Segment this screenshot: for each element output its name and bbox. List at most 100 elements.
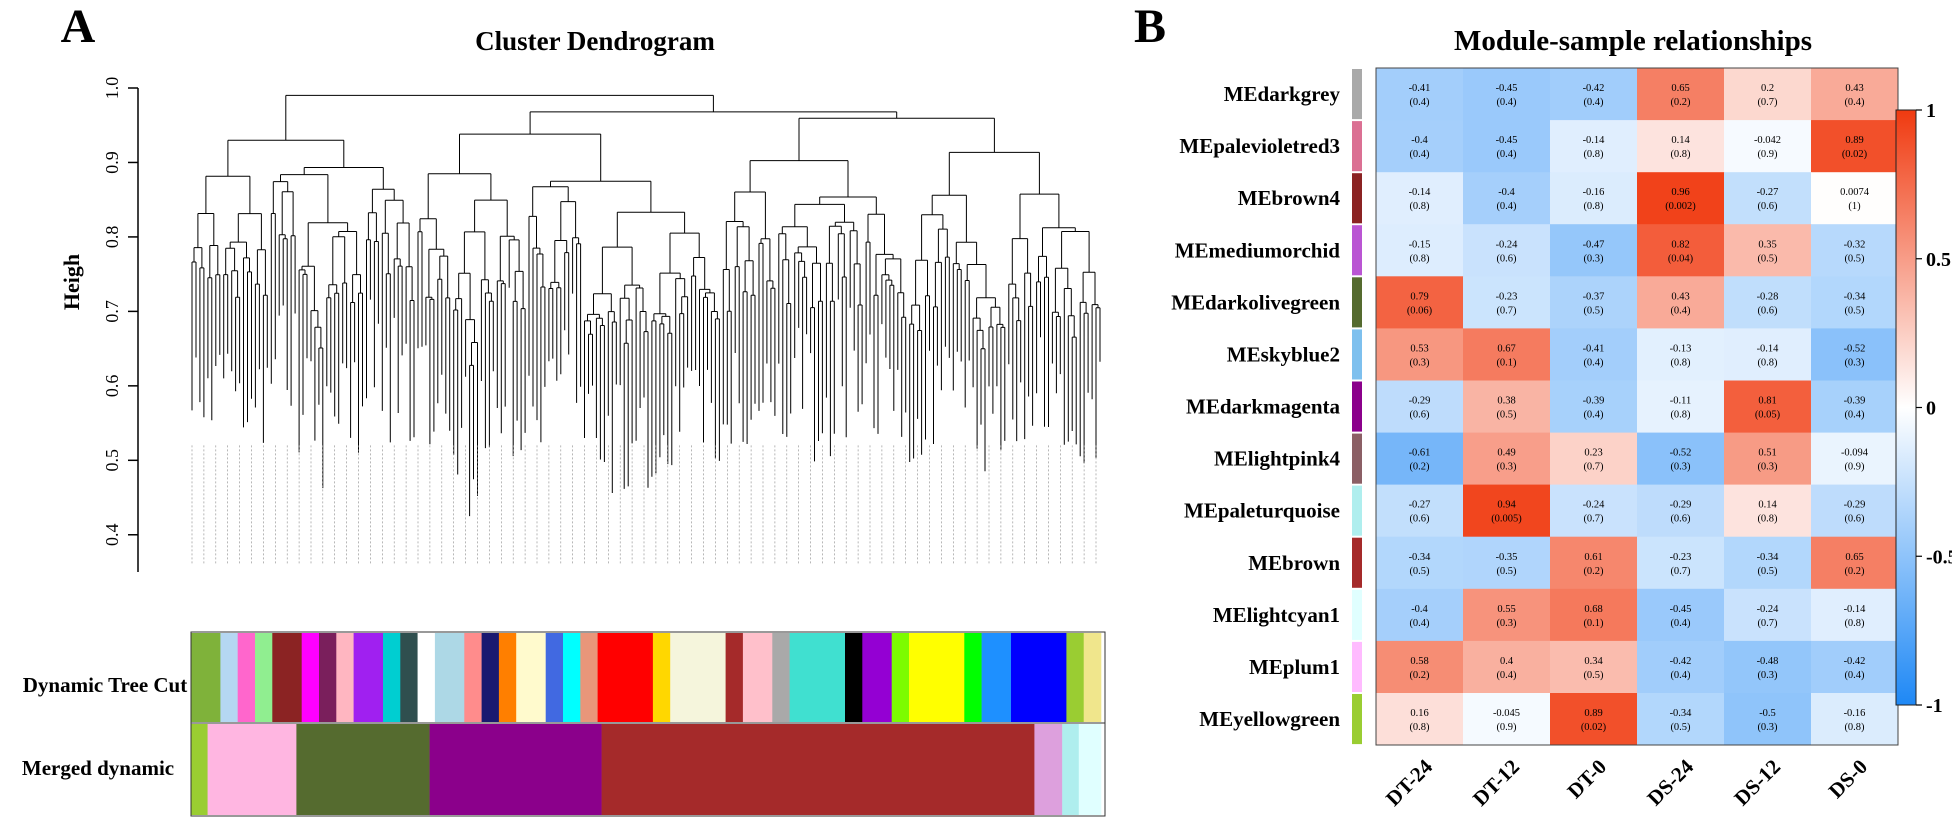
panel-b-label: B bbox=[1134, 0, 1166, 53]
heatmap-cell bbox=[1550, 276, 1638, 329]
heatmap-cell bbox=[1550, 536, 1638, 590]
heatmap-row-label: MEpaleturquoise bbox=[1184, 499, 1340, 523]
heatmap-cell bbox=[1724, 588, 1812, 642]
heatmap-cell-value: -0.34 bbox=[1757, 552, 1780, 563]
heatmap-cell-pvalue: (0.4) bbox=[1583, 410, 1604, 421]
heatmap-cell-value: -0.45 bbox=[1496, 135, 1518, 146]
heatmap-cell-pvalue: (0.5) bbox=[1670, 722, 1691, 733]
heatmap-cell-value: 0.43 bbox=[1671, 291, 1689, 302]
heatmap-cell bbox=[1724, 276, 1812, 329]
heatmap-cells: -0.41 (0.4) -0.45 (0.4) -0.42 (0.4) 0.65 (0.2) 0… bbox=[1376, 68, 1899, 746]
heatmap-cell-pvalue: (0.4) bbox=[1409, 149, 1430, 160]
y-tick-label: 0.9 bbox=[102, 151, 122, 174]
heatmap-cell bbox=[1463, 172, 1551, 225]
heatmap-cell-value: 0.14 bbox=[1671, 135, 1690, 146]
heatmap-cell-value: -0.41 bbox=[1583, 343, 1605, 354]
heatmap-cell-pvalue: (0.4) bbox=[1844, 410, 1865, 421]
heatmap-cell-pvalue: (0.2) bbox=[1583, 566, 1604, 577]
heatmap-cell-value: -0.29 bbox=[1670, 500, 1692, 511]
heatmap-cell-value: -0.16 bbox=[1844, 708, 1866, 719]
dynamic-module-segment bbox=[336, 633, 354, 722]
module-color-swatch bbox=[1352, 173, 1362, 224]
heatmap-cell-value: 0.16 bbox=[1410, 708, 1428, 719]
y-tick-label: 0.5 bbox=[102, 449, 122, 472]
heatmap-cell-value: -0.34 bbox=[1409, 552, 1432, 563]
dendrogram-title: Cluster Dendrogram bbox=[475, 26, 715, 56]
heatmap-cell bbox=[1376, 328, 1464, 381]
heatmap-cell-pvalue: (0.1) bbox=[1496, 357, 1517, 368]
merged-module-segment bbox=[601, 724, 1035, 815]
track-label-merged: Merged dynamic bbox=[22, 756, 174, 780]
dynamic-module-segment bbox=[237, 633, 256, 722]
y-tick-label: 0.7 bbox=[102, 300, 122, 323]
heatmap-cell bbox=[1463, 224, 1551, 277]
heatmap-cell bbox=[1811, 68, 1899, 121]
y-tick-label: 1.0 bbox=[102, 77, 122, 100]
dynamic-module-segment bbox=[1083, 633, 1102, 722]
merged-module-segment bbox=[429, 724, 602, 815]
dynamic-module-segment bbox=[981, 633, 1012, 722]
heatmap-column-label: DT-12 bbox=[1468, 755, 1524, 811]
heatmap-cell bbox=[1637, 693, 1725, 746]
module-color-swatch bbox=[1352, 329, 1362, 380]
heatmap-cell bbox=[1463, 68, 1551, 121]
heatmap-cell-pvalue: (0.7) bbox=[1583, 514, 1604, 525]
dynamic-module-segment bbox=[862, 633, 892, 722]
heatmap-cell-value: -0.34 bbox=[1670, 708, 1693, 719]
heatmap-cell-value: 0.65 bbox=[1671, 83, 1689, 94]
heatmap-cell bbox=[1637, 432, 1725, 486]
heatmap-row-label: MEplum1 bbox=[1249, 655, 1340, 679]
heatmap-cell-value: -0.45 bbox=[1670, 604, 1692, 615]
heatmap-cell bbox=[1376, 484, 1464, 538]
heatmap-cell-pvalue: (0.9) bbox=[1496, 722, 1517, 733]
legend-ticks: 1 0.5 0 -0.5 -1 bbox=[1916, 100, 1952, 717]
heatmap-cell-pvalue: (0.3) bbox=[1496, 618, 1517, 629]
heatmap-cell-pvalue: (0.5) bbox=[1583, 305, 1604, 316]
heatmap-cell-pvalue: (0.8) bbox=[1670, 357, 1691, 368]
heatmap-cell-pvalue: (0.8) bbox=[1409, 253, 1430, 264]
heatmap-cell-pvalue: (0.3) bbox=[1757, 462, 1778, 473]
heatmap-row-label: MEbrown4 bbox=[1238, 186, 1341, 210]
dynamic-module-segment bbox=[353, 633, 384, 722]
dynamic-module-segment bbox=[964, 633, 982, 722]
heatmap-cell-value: 0.61 bbox=[1584, 552, 1602, 563]
heatmap-cell-value: -0.4 bbox=[1411, 135, 1428, 146]
heatmap-cell-pvalue: (0.4) bbox=[1496, 670, 1517, 681]
dynamic-module-segment bbox=[909, 633, 965, 722]
dynamic-module-segment bbox=[845, 633, 863, 722]
heatmap-cell-value: 0.43 bbox=[1845, 83, 1863, 94]
module-color-swatch bbox=[1352, 589, 1362, 640]
heatmap-cell-value: 0.79 bbox=[1410, 291, 1428, 302]
merged-module-segment bbox=[1034, 724, 1063, 815]
heatmap-cell bbox=[1550, 380, 1638, 433]
merged-dynamic-track bbox=[191, 724, 1102, 815]
heatmap-cell-pvalue: (0.4) bbox=[1496, 97, 1517, 108]
heatmap-column-label: DT-24 bbox=[1381, 754, 1437, 810]
heatmap-cell-pvalue: (0.8) bbox=[1757, 357, 1778, 368]
heatmap-cell-value: -0.15 bbox=[1409, 239, 1431, 250]
heatmap-cell-pvalue: (0.3) bbox=[1670, 462, 1691, 473]
heatmap-cell-value: -0.5 bbox=[1759, 708, 1776, 719]
heatmap-cell bbox=[1376, 224, 1464, 277]
heatmap-cell-value: -0.23 bbox=[1670, 552, 1692, 563]
heatmap-cell bbox=[1376, 68, 1464, 121]
heatmap-cell-pvalue: (0.3) bbox=[1496, 462, 1517, 473]
heatmap-cell-value: 0.35 bbox=[1758, 239, 1776, 250]
dynamic-module-segment bbox=[652, 633, 671, 722]
heatmap-cell bbox=[1724, 484, 1812, 538]
heatmap-cell bbox=[1550, 640, 1638, 694]
heatmap-cell-value: -0.41 bbox=[1409, 83, 1431, 94]
legend-tick-label: -0.5 bbox=[1926, 546, 1952, 568]
heatmap-cell-pvalue: (0.002) bbox=[1665, 201, 1696, 212]
heatmap-cell-value: 0.53 bbox=[1410, 343, 1428, 354]
heatmap-cell-pvalue: (0.4) bbox=[1844, 97, 1865, 108]
heatmap-cell bbox=[1811, 484, 1899, 538]
heatmap-cell-value: -0.24 bbox=[1757, 604, 1780, 615]
dynamic-module-segment bbox=[417, 633, 436, 722]
heatmap-cell bbox=[1463, 693, 1551, 746]
heatmap-cell-pvalue: (0.4) bbox=[1409, 618, 1430, 629]
heatmap-cell bbox=[1550, 224, 1638, 277]
heatmap-column-labels: DT-24 DT-12 DT-0 DS-24 DS-12 DS-0 bbox=[1381, 754, 1872, 810]
heatmap-cell-pvalue: (0.4) bbox=[1409, 97, 1430, 108]
